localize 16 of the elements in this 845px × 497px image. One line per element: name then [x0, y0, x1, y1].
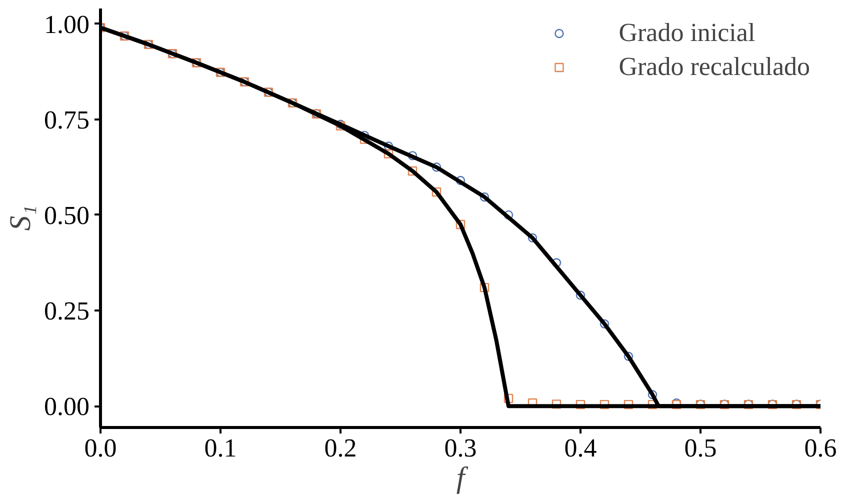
x-tick-label: 0.0	[84, 434, 117, 462]
y-tick-label: 0.75	[44, 105, 90, 134]
y-tick-label: 0.00	[44, 392, 90, 422]
legend-label: Grado recalculado	[618, 52, 810, 82]
legend-label: Grado inicial	[618, 18, 756, 48]
y-axis-title: S₁	[4, 205, 37, 231]
y-tick-label: 0.50	[44, 200, 90, 230]
x-axis-title: f	[456, 462, 468, 494]
x-tick-label: 0.1	[204, 434, 237, 462]
x-tick-label: 0.6	[804, 434, 837, 462]
y-tick-label: 0.25	[44, 296, 90, 326]
x-tick-label: 0.2	[324, 434, 357, 462]
y-tick-label: 1.00	[44, 10, 90, 39]
x-tick-label: 0.3	[444, 434, 477, 462]
x-tick-label: 0.4	[564, 434, 597, 462]
x-tick-label: 0.5	[684, 434, 717, 462]
